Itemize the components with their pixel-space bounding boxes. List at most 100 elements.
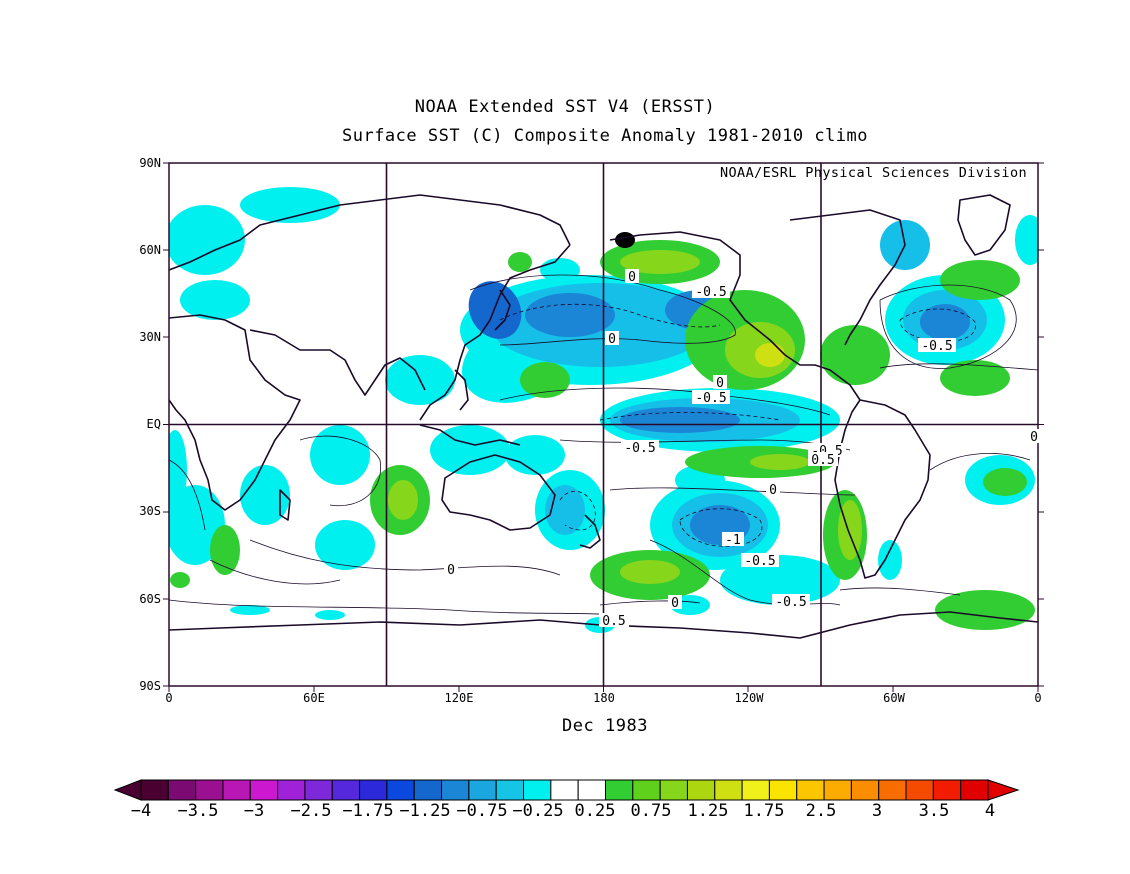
- contour-label-9: 0: [769, 483, 777, 498]
- colorbar-low-arrow: [113, 779, 142, 801]
- contour-label-2: 0: [608, 332, 616, 347]
- colorbar-label-1: −3.5: [177, 801, 219, 821]
- lat-label-eq: EQ: [146, 417, 161, 431]
- anomaly-region-52: [983, 468, 1027, 496]
- colorbar-label-11: 1.75: [743, 801, 785, 821]
- coastline-12: [454, 369, 469, 411]
- contour-11: [169, 459, 206, 531]
- anomaly-region-22: [920, 304, 970, 340]
- lon-label-180: 180: [593, 691, 615, 705]
- anomaly-region-24: [940, 260, 1020, 300]
- anomaly-region-60: [615, 232, 635, 248]
- contour-label-bg-9: [766, 482, 780, 496]
- coastline-4: [441, 454, 556, 531]
- contour-label-bg-5: [713, 375, 727, 389]
- anomaly-region-42: [720, 555, 840, 605]
- lon-label-60e: 60E: [303, 691, 325, 705]
- contour-label-bg-4: [692, 390, 730, 404]
- anomaly-region-14: [620, 250, 700, 274]
- colorbar-swatch-7: [331, 779, 361, 801]
- anomaly-region-45: [750, 454, 810, 470]
- colorbar-swatch-17: [604, 779, 634, 801]
- colorbar-swatch-2: [195, 779, 224, 801]
- contour-label-bg-0: [625, 269, 639, 283]
- anomaly-region-58: [540, 258, 580, 282]
- colorbar-swatch-27: [878, 779, 907, 801]
- contour-label-10: -1: [725, 533, 741, 548]
- anomaly-region-9: [468, 281, 522, 339]
- colorbar-swatch-11: [441, 779, 470, 801]
- contour-9: [249, 539, 561, 576]
- anomaly-region-34: [169, 430, 187, 510]
- lon-label-120w: 120W: [734, 691, 764, 705]
- colorbar-swatch-6: [304, 779, 333, 801]
- colorbar-label-6: −0.75: [456, 801, 508, 821]
- colorbar-label-14: 3.5: [918, 801, 950, 821]
- colorbar-label-13: 3: [871, 801, 883, 821]
- date-label: Dec 1983: [562, 716, 648, 736]
- contour-label-bg-14: [808, 452, 838, 466]
- contour-label-1: -0.5: [695, 285, 726, 300]
- contour-label-bg-8: [599, 613, 629, 627]
- lat-label-30s: 30S: [139, 504, 161, 518]
- colorbar-swatch-4: [249, 779, 279, 801]
- colorbar-swatch-14: [523, 779, 552, 801]
- coastline-3: [249, 329, 426, 396]
- coastlines: [169, 194, 1038, 639]
- anomaly-region-35: [430, 425, 510, 475]
- coastline-7: [789, 209, 906, 346]
- contour-0: [469, 274, 736, 346]
- anomaly-region-50: [878, 540, 902, 580]
- contour-label-7: -0.5: [775, 595, 806, 610]
- lat-label-90n: 90N: [139, 156, 161, 170]
- contour-dashed-3: [899, 308, 976, 343]
- colorbar: [113, 779, 1020, 801]
- colorbar-swatch-30: [960, 779, 989, 801]
- colorbar-swatch-20: [686, 779, 716, 801]
- contour-label-11: -0.5: [744, 554, 775, 569]
- contour-label-bg-3: [918, 338, 956, 352]
- contour-label-15: 0: [671, 596, 679, 611]
- lat-label-30n: 30N: [139, 330, 161, 344]
- contour-label-3: -0.5: [921, 339, 952, 354]
- lon-label-120e: 120E: [444, 691, 474, 705]
- contour-label-6: -0.5: [624, 441, 655, 456]
- coastline-5: [579, 514, 601, 549]
- chart-subtitle: Surface SST (C) Composite Anomaly 1981-2…: [341, 126, 868, 146]
- colorbar-swatch-16: [577, 779, 606, 801]
- contour-14: [169, 599, 621, 616]
- grid-lines: [169, 163, 1038, 686]
- contour-label-5: 0: [716, 376, 724, 391]
- colorbar-swatch-9: [386, 779, 415, 801]
- coastline-9: [957, 194, 1011, 256]
- colorbar-swatch-1: [167, 779, 197, 801]
- contour-label-bg-12: [444, 562, 458, 576]
- colorbar-swatch-26: [850, 779, 880, 801]
- axis-ticks: [163, 162, 1044, 692]
- colorbar-swatch-22: [741, 779, 770, 801]
- colorbar-swatch-10: [413, 779, 443, 801]
- anomaly-region-30: [315, 520, 375, 570]
- colorbar-label-2: −3: [243, 801, 265, 821]
- anomaly-fills: [169, 187, 1038, 633]
- anomaly-region-2: [180, 280, 250, 320]
- anomaly-region-7: [525, 293, 615, 337]
- colorbar-label-5: −1.25: [399, 801, 451, 821]
- coastline-13: [419, 424, 521, 446]
- coastline-1: [419, 244, 571, 421]
- coastline-2: [169, 314, 301, 511]
- colorbar-label-7: −0.25: [512, 801, 564, 821]
- colorbar-swatch-5: [277, 779, 306, 801]
- contour-dashed-1: [599, 412, 781, 421]
- lon-label-0: 0: [165, 691, 173, 705]
- anomaly-region-0: [169, 205, 245, 275]
- colorbar-swatch-25: [823, 779, 852, 801]
- coastline-14: [279, 489, 291, 521]
- contour-label-bg-16: [1027, 429, 1041, 443]
- anomaly-region-57: [315, 610, 345, 620]
- contour-label-bg-1: [692, 284, 730, 298]
- anomaly-region-1: [240, 187, 340, 223]
- colorbar-label-8: 0.25: [574, 801, 616, 821]
- coastline-0: [169, 194, 571, 271]
